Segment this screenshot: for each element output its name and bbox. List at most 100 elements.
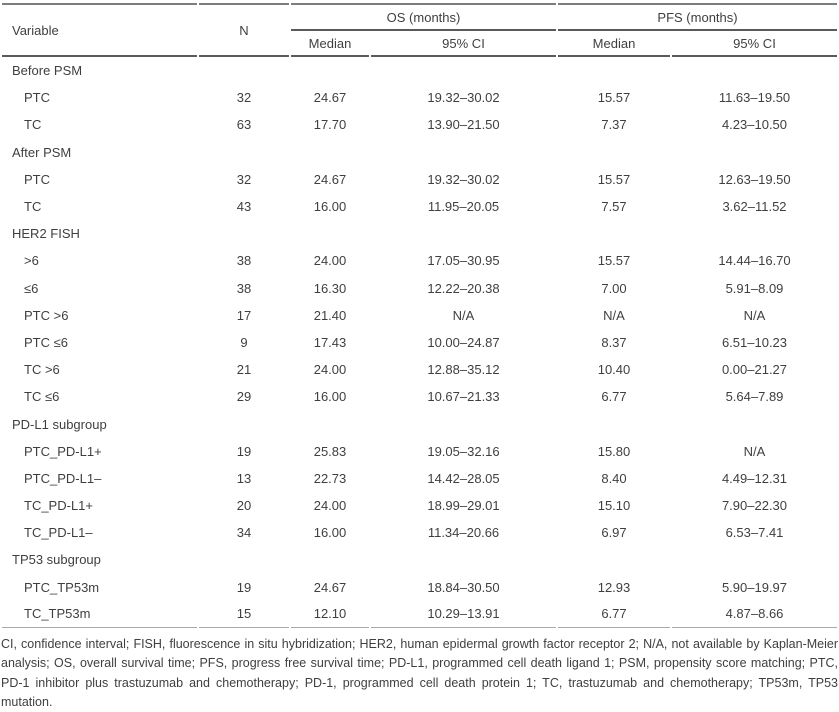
cell-os-median: 16.00 bbox=[313, 389, 347, 405]
column-group-pfs: PFS (months) bbox=[558, 3, 837, 31]
table-row: PTC 32 24.67 19.32–30.02 15.57 11.63–19.… bbox=[2, 84, 837, 111]
table-row: TC 63 17.70 13.90–21.50 7.37 4.23–10.50 bbox=[2, 111, 837, 138]
row-label: TC_PD-L1+ bbox=[24, 498, 93, 514]
row-label: TC bbox=[24, 117, 42, 133]
survival-stats-table: Variable N OS (months) PFS (months) Medi… bbox=[0, 3, 839, 628]
row-label: PTC_TP53m bbox=[24, 579, 100, 595]
cell-n: 29 bbox=[236, 389, 252, 405]
group-label: HER2 FISH bbox=[12, 226, 80, 242]
group-label: PD-L1 subgroup bbox=[12, 416, 107, 432]
group-row-tp53-subgroup: TP53 subgroup bbox=[2, 546, 837, 573]
cell-pfs-median: 7.57 bbox=[601, 199, 627, 215]
table-row: TC >6 21 24.00 12.88–35.12 10.40 0.00–21… bbox=[2, 356, 837, 383]
cell-os-median: 24.67 bbox=[313, 171, 347, 187]
table-row: PTC_PD-L1– 13 22.73 14.42–28.05 8.40 4.4… bbox=[2, 465, 837, 492]
table-row: PTC_PD-L1+ 19 25.83 19.05–32.16 15.80 N/… bbox=[2, 438, 837, 465]
cell-pfs-ci: 11.63–19.50 bbox=[718, 90, 791, 106]
cell-os-ci: 19.32–30.02 bbox=[427, 171, 500, 187]
cell-pfs-median: 6.97 bbox=[601, 525, 627, 541]
cell-n: 63 bbox=[236, 117, 252, 133]
cell-n: 19 bbox=[236, 443, 252, 459]
cell-n: 32 bbox=[236, 90, 252, 106]
cell-n: 9 bbox=[240, 334, 248, 350]
cell-os-ci: 18.84–30.50 bbox=[427, 579, 500, 595]
cell-os-median: 16.00 bbox=[313, 199, 347, 215]
cell-os-median: 17.70 bbox=[313, 117, 347, 133]
cell-pfs-median: 15.57 bbox=[597, 171, 631, 187]
row-label: ≤6 bbox=[24, 280, 39, 296]
row-label: >6 bbox=[24, 253, 39, 269]
cell-n: 19 bbox=[236, 579, 252, 595]
row-label: PTC ≤6 bbox=[24, 334, 68, 350]
cell-n: 21 bbox=[236, 362, 252, 378]
cell-pfs-median: 7.37 bbox=[601, 117, 627, 133]
cell-os-median: 24.67 bbox=[313, 579, 347, 595]
group-label: Before PSM bbox=[12, 63, 83, 79]
cell-pfs-ci: 5.91–8.09 bbox=[725, 280, 784, 296]
cell-pfs-ci: 5.90–19.97 bbox=[721, 579, 788, 595]
table-row: TC 43 16.00 11.95–20.05 7.57 3.62–11.52 bbox=[2, 193, 837, 220]
cell-pfs-median: 15.57 bbox=[597, 253, 631, 269]
row-label: TC >6 bbox=[24, 362, 60, 378]
cell-pfs-ci: 4.49–12.31 bbox=[721, 470, 788, 486]
row-label: TC_PD-L1– bbox=[24, 525, 93, 541]
cell-os-ci: N/A bbox=[452, 307, 475, 323]
cell-pfs-median: 12.93 bbox=[597, 579, 631, 595]
cell-pfs-median: 15.10 bbox=[597, 498, 631, 514]
cell-os-median: 25.83 bbox=[313, 443, 347, 459]
row-label: PTC bbox=[24, 171, 50, 187]
cell-n: 13 bbox=[236, 470, 252, 486]
cell-os-median: 16.00 bbox=[313, 525, 347, 541]
column-header-os-ci: 95% CI bbox=[371, 31, 556, 57]
paper-table-page: Variable N OS (months) PFS (months) Medi… bbox=[0, 3, 839, 712]
table-row: PTC ≤6 9 17.43 10.00–24.87 8.37 6.51–10.… bbox=[2, 329, 837, 356]
column-group-os: OS (months) bbox=[291, 3, 556, 31]
cell-pfs-median: 8.37 bbox=[601, 334, 627, 350]
table-header: Variable N OS (months) PFS (months) Medi… bbox=[2, 3, 837, 57]
cell-n: 17 bbox=[236, 307, 252, 323]
cell-pfs-ci: N/A bbox=[743, 443, 766, 459]
cell-os-median: 24.00 bbox=[313, 498, 347, 514]
table-row: >6 38 24.00 17.05–30.95 15.57 14.44–16.7… bbox=[2, 247, 837, 274]
cell-pfs-ci: 6.51–10.23 bbox=[721, 334, 788, 350]
cell-pfs-ci: 14.44–16.70 bbox=[718, 253, 791, 269]
cell-os-median: 12.10 bbox=[291, 601, 369, 628]
cell-pfs-ci: 7.90–22.30 bbox=[721, 498, 788, 514]
row-label: PTC_PD-L1– bbox=[24, 470, 102, 486]
table-row: TC_TP53m 15 12.10 10.29–13.91 6.77 4.87–… bbox=[2, 601, 837, 628]
cell-os-median: 24.00 bbox=[313, 362, 347, 378]
cell-pfs-ci: 12.63–19.50 bbox=[718, 171, 791, 187]
table-body: Before PSM PTC 32 24.67 19.32–30.02 15.5… bbox=[2, 57, 837, 628]
group-label: TP53 subgroup bbox=[12, 552, 101, 568]
cell-pfs-ci: 3.62–11.52 bbox=[722, 199, 787, 215]
cell-os-median: 24.00 bbox=[313, 253, 347, 269]
group-row-her2-fish: HER2 FISH bbox=[2, 220, 837, 247]
table-footnote: CI, confidence interval; FISH, fluoresce… bbox=[1, 636, 838, 709]
cell-os-median: 16.30 bbox=[313, 280, 347, 296]
table-row: TC ≤6 29 16.00 10.67–21.33 6.77 5.64–7.8… bbox=[2, 383, 837, 410]
cell-pfs-median: 8.40 bbox=[601, 470, 627, 486]
table-row: PTC_TP53m 19 24.67 18.84–30.50 12.93 5.9… bbox=[2, 574, 837, 601]
cell-os-ci: 12.88–35.12 bbox=[427, 362, 500, 378]
cell-pfs-ci: 4.87–8.66 bbox=[672, 601, 837, 628]
table-row: TC_PD-L1– 34 16.00 11.34–20.66 6.97 6.53… bbox=[2, 519, 837, 546]
header-row-groups: Variable N OS (months) PFS (months) bbox=[2, 3, 837, 57]
group-label: After PSM bbox=[12, 144, 72, 160]
cell-os-ci: 10.67–21.33 bbox=[427, 389, 500, 405]
table-row: PTC 32 24.67 19.32–30.02 15.57 12.63–19.… bbox=[2, 166, 837, 193]
cell-pfs-median: 10.40 bbox=[597, 362, 631, 378]
cell-os-median: 24.67 bbox=[313, 90, 347, 106]
cell-os-ci: 19.32–30.02 bbox=[427, 90, 500, 106]
column-header-n: N bbox=[199, 3, 289, 57]
table-row: ≤6 38 16.30 12.22–20.38 7.00 5.91–8.09 bbox=[2, 275, 837, 302]
cell-n: 34 bbox=[236, 525, 252, 541]
cell-pfs-ci: 6.53–7.41 bbox=[725, 525, 784, 541]
cell-os-ci: 12.22–20.38 bbox=[427, 280, 500, 296]
cell-os-median: 17.43 bbox=[313, 334, 347, 350]
cell-os-median: 21.40 bbox=[313, 307, 347, 323]
cell-os-ci: 14.42–28.05 bbox=[427, 470, 500, 486]
cell-pfs-ci: 0.00–21.27 bbox=[721, 362, 788, 378]
cell-pfs-ci: 5.64–7.89 bbox=[725, 389, 784, 405]
group-row-before-psm: Before PSM bbox=[2, 57, 837, 84]
cell-n: 15 bbox=[199, 601, 289, 628]
